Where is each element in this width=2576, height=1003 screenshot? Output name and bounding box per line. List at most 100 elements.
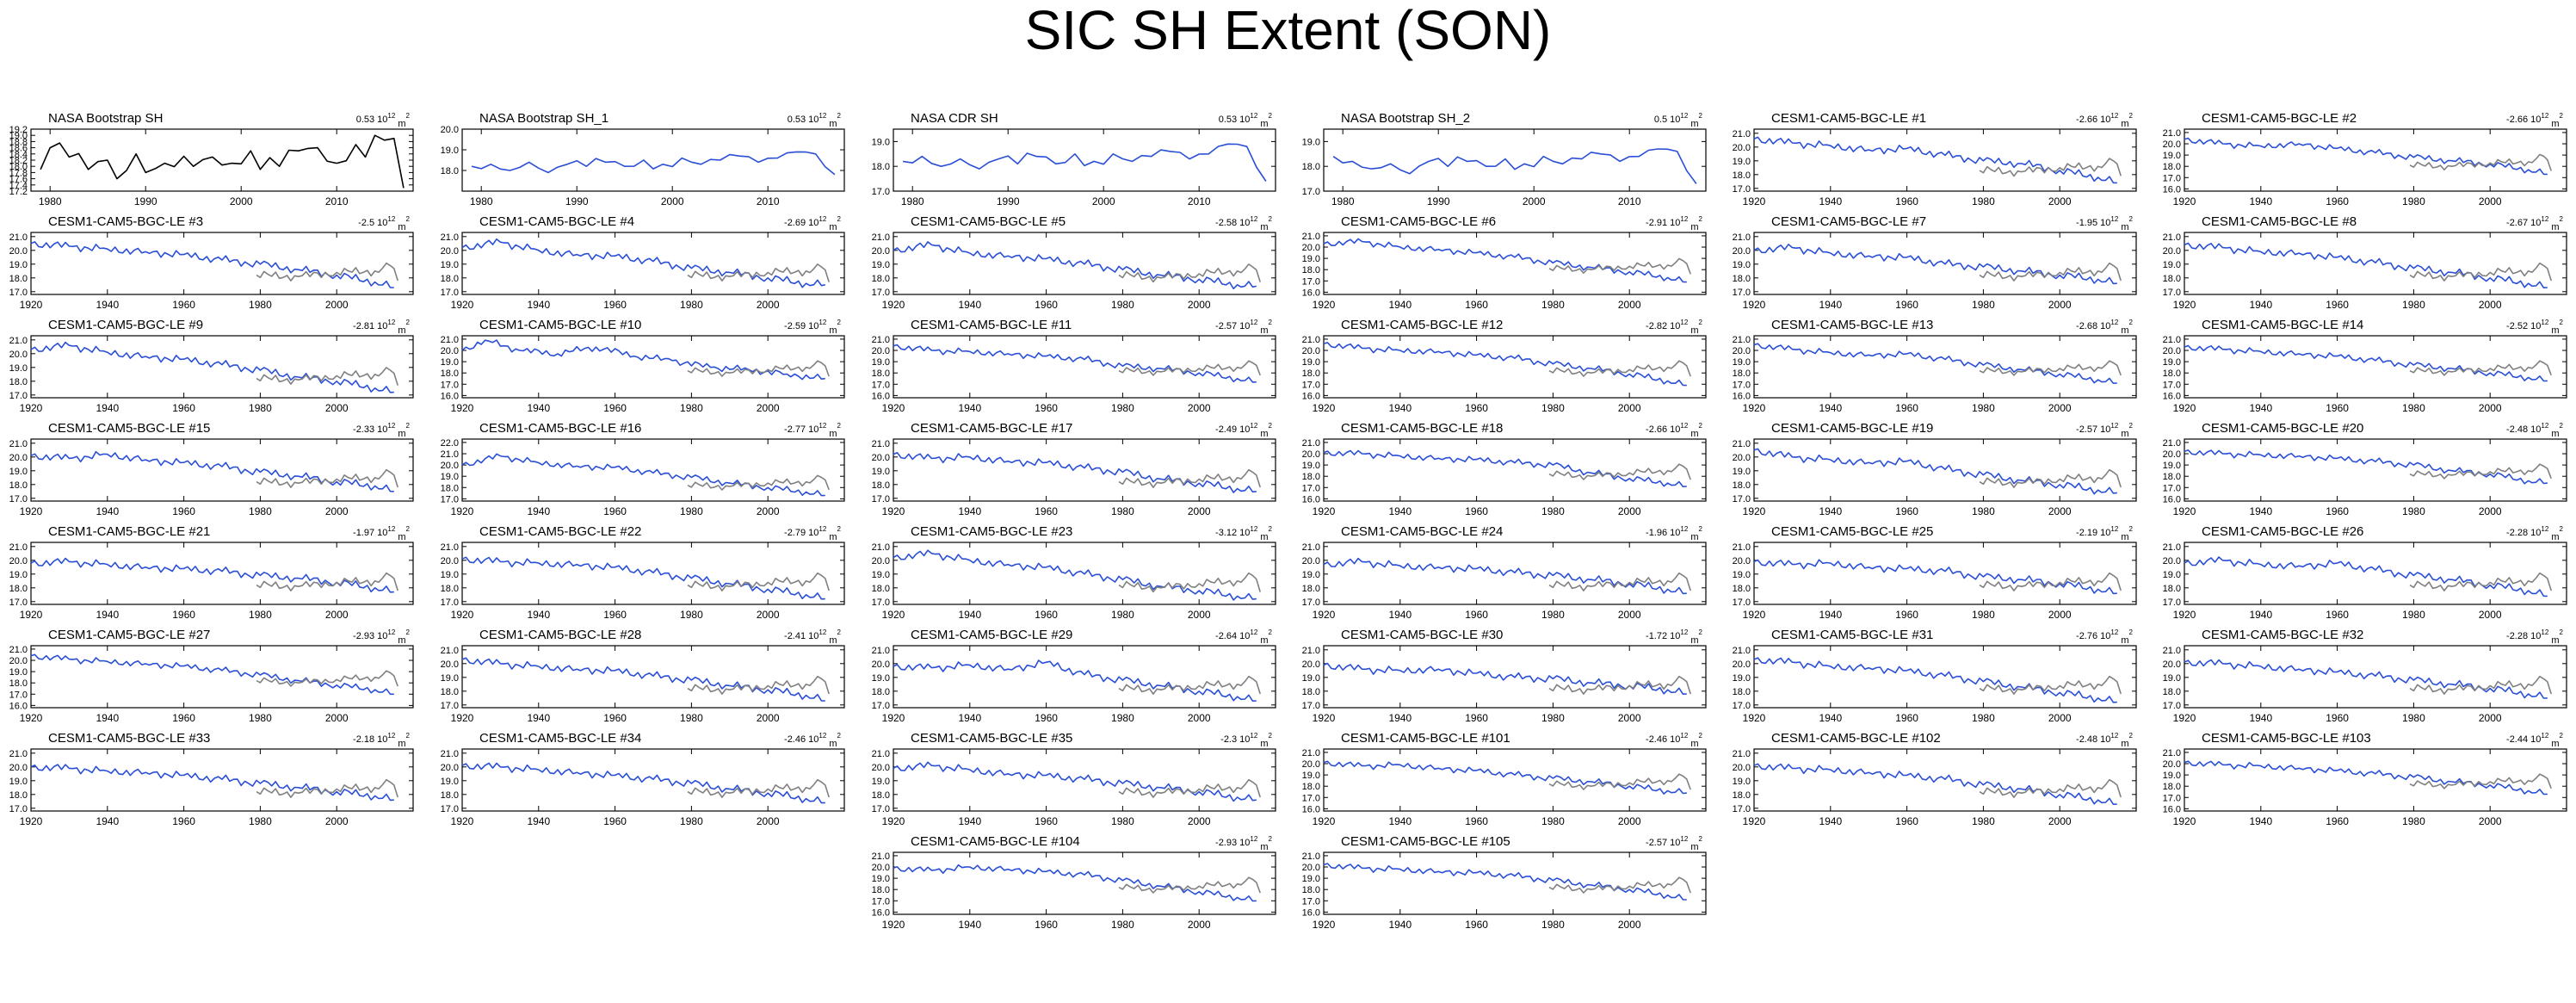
y-tick-label: 20.0 — [2163, 449, 2181, 460]
panel-trend: -2.49 1012 m2 — [1215, 422, 1273, 439]
y-tick-label: 21.0 — [9, 232, 28, 243]
x-tick-label: 2000 — [325, 402, 349, 414]
y-tick-label: 19.0 — [9, 260, 28, 270]
y-tick-label: 16.0 — [2163, 494, 2181, 505]
y-tick-label: 19.0 — [441, 570, 459, 580]
x-tick-label: 1960 — [1465, 815, 1488, 827]
y-tick-label: 17.2 — [9, 187, 28, 197]
x-tick-label: 1920 — [882, 299, 905, 311]
y-tick-label: 19.0 — [441, 357, 459, 368]
panel-trend: 0.53 1012 m2 — [1219, 112, 1273, 129]
x-tick-label: 1960 — [1895, 712, 1918, 724]
panel-title: CESM1-CAM5-BGC-LE #16 — [479, 421, 641, 436]
model-series-line — [1753, 763, 2117, 805]
observed-series-line — [1118, 778, 1261, 798]
observed-series-line — [2409, 463, 2552, 480]
panel-44: CESM1-CAM5-BGC-LE #105 -2.57 1012 m221.02… — [1302, 834, 1707, 931]
y-tick-label: 18.0 — [441, 274, 459, 284]
y-tick-label: 19.0 — [9, 570, 28, 580]
observed-series-line — [1548, 675, 1691, 695]
x-tick-label: 1980 — [1972, 815, 1995, 827]
x-tick-label: 1980 — [249, 609, 272, 621]
panel-15: CESM1-CAM5-BGC-LE #11 -2.57 1012 m221.020… — [872, 318, 1276, 414]
y-tick-label: 21.0 — [1302, 646, 1320, 656]
x-tick-label: 1980 — [249, 505, 272, 517]
x-tick-label: 2000 — [2048, 609, 2072, 621]
y-tick-label: 20.0 — [1733, 763, 1751, 773]
y-tick-label: 18.0 — [2163, 584, 2181, 594]
x-tick-label: 1940 — [1388, 505, 1412, 517]
x-tick-label: 2000 — [325, 815, 349, 827]
x-tick-label: 1980 — [1541, 919, 1565, 931]
x-tick-label: 1990 — [134, 195, 158, 207]
plot-frame — [1323, 438, 1707, 502]
y-tick-label: 17.0 — [441, 288, 459, 298]
observed-series-line — [1979, 468, 2122, 488]
model-series-line — [30, 450, 394, 492]
x-tick-label: 2010 — [325, 195, 349, 207]
panel-trend: -2.69 1012 m2 — [784, 215, 842, 232]
x-tick-label: 1980 — [680, 402, 703, 414]
x-tick-label: 1980 — [249, 402, 272, 414]
panel-29: CESM1-CAM5-BGC-LE #25 -2.19 1012 m2 21.0 20… — [1733, 524, 2137, 621]
x-tick-label: 2000 — [2048, 505, 2072, 517]
x-tick-label: 1940 — [2249, 712, 2272, 724]
y-tick-label: 17.0 — [9, 494, 28, 505]
panel-title: CESM1-CAM5-BGC-LE #17 — [911, 421, 1072, 436]
x-tick-label: 2000 — [1523, 195, 1546, 207]
y-tick-label: 18.0 — [1302, 368, 1320, 379]
y-tick-label: 21.0 — [1302, 335, 1320, 345]
panel-trend: -1.96 1012 m2 — [1646, 525, 1703, 542]
panel-title: CESM1-CAM5-BGC-LE #32 — [2202, 628, 2363, 642]
panel-trend: -1.72 1012 m2 — [1646, 628, 1703, 646]
y-tick-label: 20.0 — [1302, 449, 1320, 460]
x-tick-label: 1920 — [882, 919, 905, 931]
x-tick-label: 1960 — [603, 815, 627, 827]
panel-title: CESM1-CAM5-BGC-LE #7 — [1771, 214, 1926, 229]
x-tick-label: 1980 — [680, 505, 703, 517]
y-tick-label: 17.0 — [872, 597, 890, 608]
x-tick-label: 1940 — [96, 402, 119, 414]
panel-38: CESM1-CAM5-BGC-LE #34 -2.46 1012 m2 21.0 20… — [441, 731, 845, 827]
model-series-line — [30, 241, 394, 288]
y-tick-label: 18.0 — [441, 166, 459, 176]
x-tick-label: 2000 — [2479, 505, 2502, 517]
panel-title: CESM1-CAM5-BGC-LE #20 — [2202, 421, 2363, 436]
panel-20: CESM1-CAM5-BGC-LE #16 -2.77 1012 m2 22.021… — [441, 421, 845, 517]
panel-title: CESM1-CAM5-BGC-LE #10 — [479, 318, 641, 332]
y-tick-label: 17.0 — [1733, 288, 1751, 298]
y-tick-label: 21.0 — [2163, 542, 2181, 553]
observed-series-line — [1548, 876, 1691, 894]
x-tick-label: 1960 — [172, 712, 195, 724]
y-tick-label: 21.0 — [441, 449, 459, 460]
y-tick-label: 18.0 — [1302, 265, 1320, 276]
model-series-line — [893, 659, 1257, 702]
panel-trend: -2.41 1012 m2 — [784, 628, 842, 646]
y-tick-label: 20.0 — [441, 659, 459, 670]
panel-trend: -2.81 1012 m2 — [353, 319, 411, 336]
x-tick-label: 1920 — [1313, 712, 1336, 724]
panel-21: CESM1-CAM5-BGC-LE #17 -2.49 1012 m2 21.0 20… — [872, 421, 1276, 517]
y-tick-label: 17.0 — [1302, 896, 1320, 907]
y-tick-label: 16.0 — [2163, 391, 2181, 401]
model-series-line — [893, 241, 1257, 290]
x-tick-label: 1920 — [1743, 815, 1766, 827]
y-tick-label: 17.0 — [2163, 288, 2181, 298]
panel-8: CESM1-CAM5-BGC-LE #4 -2.69 1012 m2 21.0 20.… — [441, 214, 845, 311]
model-series-line — [461, 556, 825, 600]
y-tick-label: 17.0 — [1302, 483, 1320, 493]
y-tick-label: 18.0 — [9, 162, 28, 172]
panel-trend: -2.58 1012 m2 — [1215, 215, 1273, 232]
y-tick-label: 18.0 — [1733, 170, 1751, 181]
model-series-line — [461, 339, 825, 381]
x-tick-label: 1940 — [96, 505, 119, 517]
x-tick-label: 1980 — [2402, 299, 2425, 311]
panel-title: CESM1-CAM5-BGC-LE #104 — [911, 834, 1080, 849]
x-tick-label: 1920 — [1313, 609, 1336, 621]
y-tick-label: 19.0 — [1302, 570, 1320, 580]
y-tick-label: 19.0 — [441, 260, 459, 270]
y-tick-label: 17.0 — [441, 494, 459, 505]
x-tick-label: 1920 — [20, 299, 43, 311]
observed-series-line — [1979, 360, 2122, 376]
x-tick-label: 1980 — [1111, 609, 1134, 621]
